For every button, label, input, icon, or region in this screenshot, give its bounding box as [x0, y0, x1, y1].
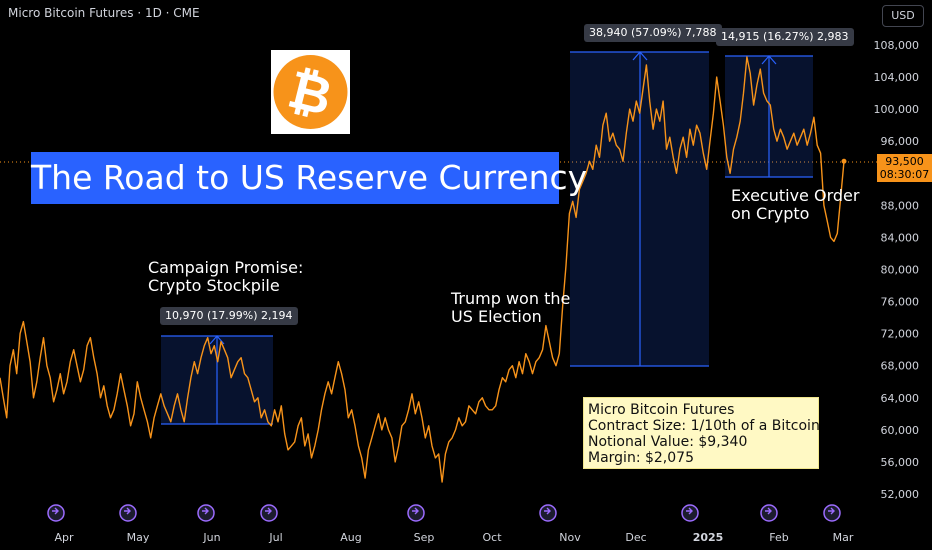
y-tick-label: 52,000: [881, 488, 920, 501]
bitcoin-logo: ₿: [271, 50, 350, 134]
y-tick-label: 88,000: [881, 199, 920, 212]
measure-arrow-election: [632, 51, 648, 61]
y-tick-label: 64,000: [881, 392, 920, 405]
event-icon[interactable]: [119, 504, 137, 522]
y-axis: 108,000104,000100,00096,00092,00088,0008…: [874, 39, 920, 501]
y-tick-label: 84,000: [881, 231, 920, 244]
event-icon[interactable]: [47, 504, 65, 522]
x-tick-label: May: [127, 531, 150, 544]
bar-countdown: 08:30:07: [879, 168, 930, 181]
x-tick-label: Oct: [482, 531, 502, 544]
annotation-election: Trump won the US Election: [451, 290, 570, 326]
y-tick-label: 108,000: [874, 39, 920, 52]
annotation-election-line2: US Election: [451, 307, 542, 326]
event-icon[interactable]: [260, 504, 278, 522]
y-tick-label: 68,000: [881, 360, 920, 373]
last-price: 93,500: [885, 155, 924, 168]
x-tick-label: Dec: [625, 531, 646, 544]
measure-label-campaign: 10,970 (17.99%) 2,194: [160, 307, 298, 325]
event-icon[interactable]: [823, 504, 841, 522]
chart-title: Micro Bitcoin Futures · 1D · CME: [8, 6, 200, 20]
measure-arrow-campaign: [209, 335, 225, 345]
x-tick-label: Jun: [202, 531, 220, 544]
event-icon[interactable]: [407, 504, 425, 522]
event-icon[interactable]: [197, 504, 215, 522]
event-markers: [47, 504, 841, 522]
info-line-3: Notional Value: $9,340: [588, 434, 748, 450]
y-tick-label: 80,000: [881, 264, 920, 277]
info-line-1: Micro Bitcoin Futures: [588, 402, 735, 418]
measure-label-executive: 14,915 (16.27%) 2,983: [716, 28, 854, 46]
y-tick-label: 104,000: [874, 71, 920, 84]
event-icon[interactable]: [681, 504, 699, 522]
y-tick-label: 72,000: [881, 328, 920, 341]
measure-boxes: [161, 51, 813, 425]
annotation-campaign: Campaign Promise: Crypto Stockpile: [148, 259, 303, 295]
last-price-tag: 93,500 08:30:07: [877, 154, 932, 182]
headline-banner: The Road to US Reserve Currency: [31, 152, 587, 204]
annotation-executive-line1: Executive Order: [731, 186, 860, 205]
y-tick-label: 60,000: [881, 424, 920, 437]
x-tick-label: Sep: [414, 531, 435, 544]
last-price-dot: [841, 158, 847, 164]
x-tick-label: Jul: [268, 531, 282, 544]
info-line-2: Contract Size: 1/10th of a Bitcoin: [588, 418, 820, 434]
x-axis: Apr May Jun Jul Aug Sep Oct Nov Dec 2025 Feb Mar: [54, 531, 853, 544]
measure-label-election: 38,940 (57.09%) 7,788: [584, 24, 722, 42]
event-icon[interactable]: [539, 504, 557, 522]
x-tick-label: Apr: [54, 531, 74, 544]
measure-arrow-executive: [761, 55, 777, 65]
y-tick-label: 100,000: [874, 103, 920, 116]
contract-info-box: Micro Bitcoin Futures Contract Size: 1/1…: [583, 397, 820, 469]
y-tick-label: 56,000: [881, 456, 920, 469]
x-tick-label: Mar: [833, 531, 854, 544]
x-tick-label: Aug: [340, 531, 361, 544]
y-tick-label: 96,000: [881, 135, 920, 148]
price-line: [0, 56, 845, 483]
currency-selector[interactable]: USD: [882, 5, 924, 27]
annotation-executive-line2: on Crypto: [731, 204, 810, 223]
event-icon[interactable]: [760, 504, 778, 522]
annotation-campaign-line2: Crypto Stockpile: [148, 276, 280, 295]
y-tick-label: 76,000: [881, 296, 920, 309]
x-tick-label: 2025: [693, 531, 724, 544]
annotation-campaign-line1: Campaign Promise:: [148, 258, 304, 277]
x-tick-label: Feb: [769, 531, 788, 544]
info-line-4: Margin: $2,075: [588, 450, 694, 466]
x-tick-label: Nov: [559, 531, 581, 544]
annotation-executive-order: Executive Order on Crypto: [731, 187, 859, 223]
price-series: [0, 56, 847, 483]
annotation-election-line1: Trump won the: [451, 289, 571, 308]
